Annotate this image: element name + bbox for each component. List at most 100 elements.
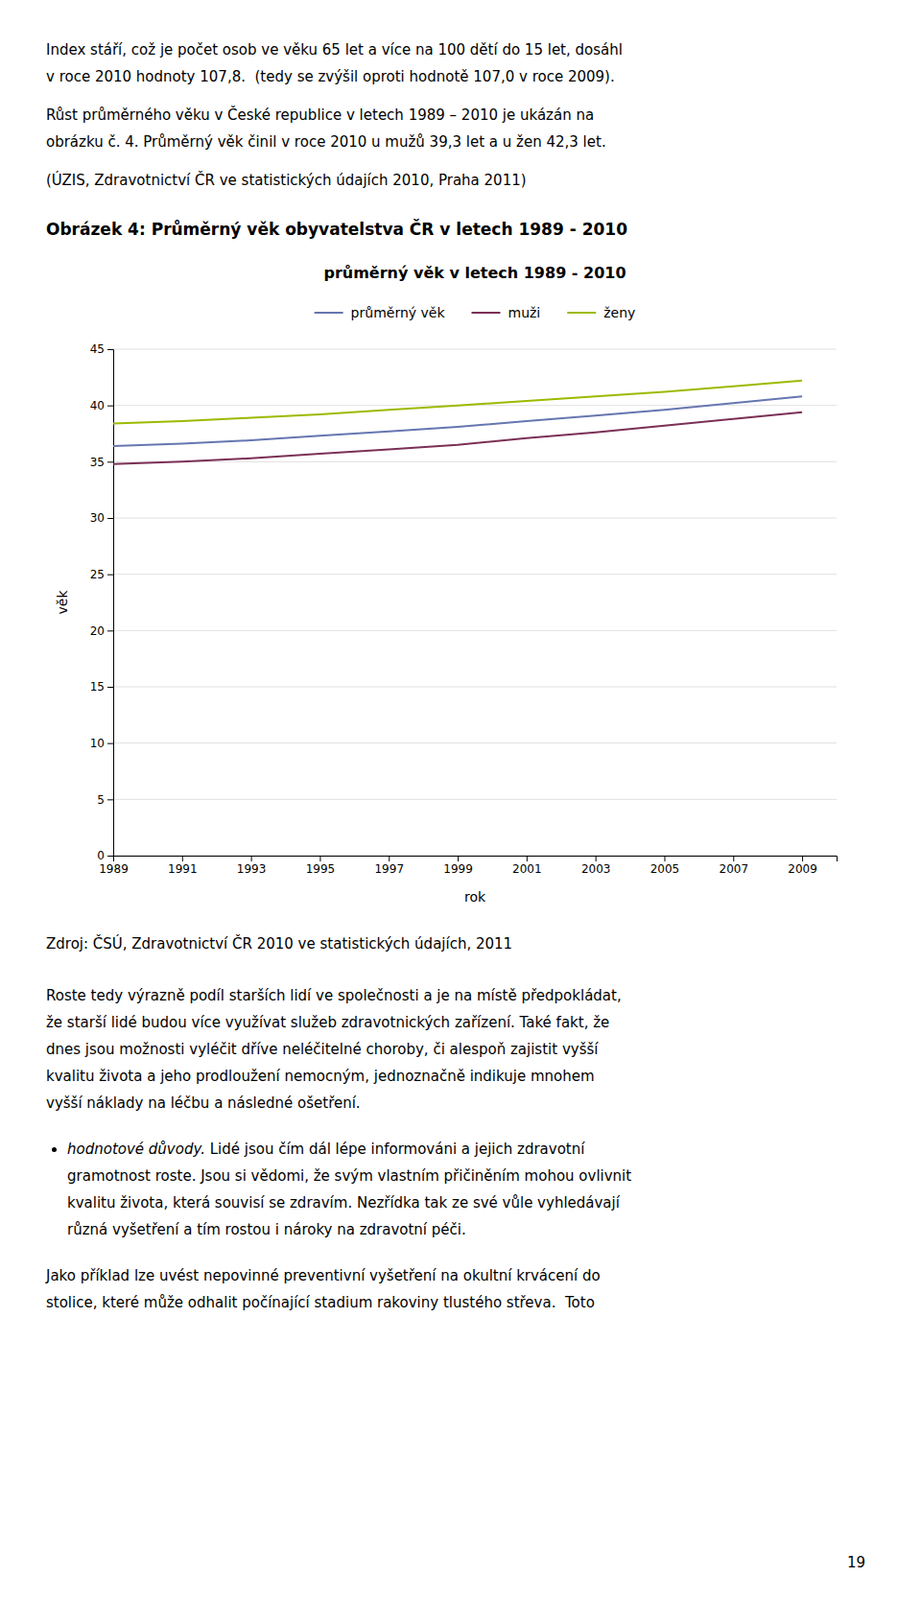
paragraph-line-block: Jako příklad lze uvést nepovinné prevent… (46, 1262, 875, 1317)
tick-mark (107, 349, 114, 351)
source-line: (ÚZIS, Zdravotnictví ČR ve statistických… (46, 166, 875, 194)
x-axis: 1989199119931995199719992001200320052007… (98, 855, 837, 876)
y-axis-title: věk (54, 590, 71, 615)
tick-mark (663, 855, 665, 862)
legend-item: průměrný věk (314, 305, 447, 321)
bullet-item: hodnotové důvody. Lidé jsou čím dál lépe… (67, 1135, 875, 1244)
bullet-list: hodnotové důvody. Lidé jsou čím dál lépe… (46, 1135, 875, 1244)
legend-item: muži (472, 305, 542, 321)
gap (46, 155, 875, 167)
paragraph-line: dnes jsou možnosti vyléčit dříve neléčit… (46, 1036, 875, 1063)
grid-line (113, 518, 837, 520)
tick: 1995 (306, 855, 336, 876)
tick-label: 1995 (306, 862, 336, 876)
paragraph-line: v roce 2010 hodnoty 107,8. (tedy se zvýš… (46, 63, 875, 91)
tick-label: 35 (90, 455, 105, 470)
tick-mark (732, 855, 734, 862)
tick: 2003 (581, 855, 612, 876)
tick-mark (251, 855, 253, 862)
tick-mark (319, 855, 321, 862)
tick-mark (107, 574, 114, 576)
tick-label: 2009 (787, 862, 818, 876)
series-line (113, 396, 803, 447)
legend-swatch (314, 311, 344, 314)
bullet-rest: Lidé jsou čím dál lépe informováni a jej… (205, 1140, 586, 1158)
tick-label: 1999 (443, 862, 473, 876)
grid-line (113, 349, 837, 351)
tick: 0 (96, 849, 114, 863)
tick-label: 2001 (512, 862, 543, 876)
bullet-line: gramotnost roste. Jsou si vědomi, že svý… (67, 1162, 875, 1190)
tick-mark (107, 799, 114, 801)
page: Index stáří, což je počet osob ve věku 6… (0, 0, 921, 1600)
legend-label: muži (508, 305, 542, 321)
legend-item: ženy (566, 305, 636, 321)
tick: 2009 (787, 855, 818, 876)
grid-line (113, 686, 837, 688)
tick-mark (457, 855, 459, 862)
legend: průměrný věk muži ženy (314, 305, 637, 321)
x-axis-title: rok (464, 889, 487, 905)
figure-title: Obrázek 4: Průměrný věk obyvatelstva ČR … (46, 214, 875, 244)
grid (113, 349, 837, 856)
tick-label: 1997 (374, 862, 404, 876)
tick: 1993 (236, 855, 267, 876)
tick-label: 2005 (650, 862, 681, 876)
content: Index stáří, což je počet osob ve věku 6… (46, 36, 875, 1317)
tick-label: 1989 (98, 862, 129, 876)
paragraph-line: vyšší náklady na léčbu a následné ošetře… (46, 1089, 875, 1117)
tick-label: 2003 (581, 862, 612, 876)
tick: 10 (90, 736, 114, 751)
paragraph-line: Růst průměrného věku v České republice v… (46, 101, 875, 129)
tick: 1999 (443, 855, 473, 876)
tick: 20 (90, 624, 114, 638)
grid-line (113, 630, 837, 632)
tick: 25 (90, 567, 114, 582)
tick-mark (107, 630, 114, 632)
bullet-line: různá vyšetření a tím rostou i nároky na… (67, 1216, 875, 1244)
tick-mark (388, 855, 390, 862)
tick: 1991 (167, 855, 198, 876)
tick-mark (107, 686, 114, 688)
axis-domain (107, 350, 115, 857)
legend-swatch (472, 311, 501, 314)
bullet-line: kvalitu života, která souvisí se zdravím… (67, 1189, 875, 1217)
tick-mark (107, 405, 114, 407)
tick: 15 (90, 680, 114, 694)
grid-line (113, 461, 837, 463)
legend-label: průměrný věk (351, 305, 447, 321)
tick-label: 45 (90, 342, 105, 356)
tick-mark (107, 855, 114, 857)
bullet-label: hodnotové důvody. (67, 1140, 206, 1158)
tick-label: 0 (96, 849, 105, 863)
tick-label: 1993 (236, 862, 267, 876)
series-line (113, 380, 803, 425)
tick-label: 15 (90, 680, 105, 694)
tick-mark (107, 461, 114, 463)
grid-line (113, 573, 837, 575)
paragraph-line: Jako příklad lze uvést nepovinné prevent… (46, 1262, 875, 1290)
gap (46, 924, 875, 931)
gap (46, 957, 875, 983)
paragraph-line: Index stáří, což je počet osob ve věku 6… (46, 36, 875, 64)
tick-mark (802, 855, 803, 862)
paragraph-line: kvalitu života a jeho prodloužení nemocn… (46, 1062, 875, 1090)
tick-label: 40 (90, 399, 105, 413)
tick: 40 (90, 399, 114, 413)
tick-label: 20 (90, 624, 105, 638)
paragraph-line: stolice, které může odhalit počínající s… (46, 1289, 875, 1317)
paragraph-line: Roste tedy výrazně podíl starších lidí v… (46, 982, 875, 1010)
paragraph-line-block: Index stáří, což je počet osob ve věku 6… (46, 36, 875, 91)
plot-area (113, 380, 803, 465)
gap (46, 1243, 875, 1263)
tick: 1997 (374, 855, 404, 876)
tick: 30 (90, 511, 114, 525)
tick-mark (107, 518, 114, 520)
gap (46, 1116, 875, 1136)
tick-mark (595, 855, 597, 862)
paragraph-line: že starší lidé budou více využívat služe… (46, 1009, 875, 1037)
legend-label: ženy (603, 305, 636, 321)
tick-label: 1991 (167, 862, 198, 876)
axis-domain (114, 856, 838, 863)
chart-title: průměrný věk v letech 1989 - 2010 (323, 263, 626, 283)
